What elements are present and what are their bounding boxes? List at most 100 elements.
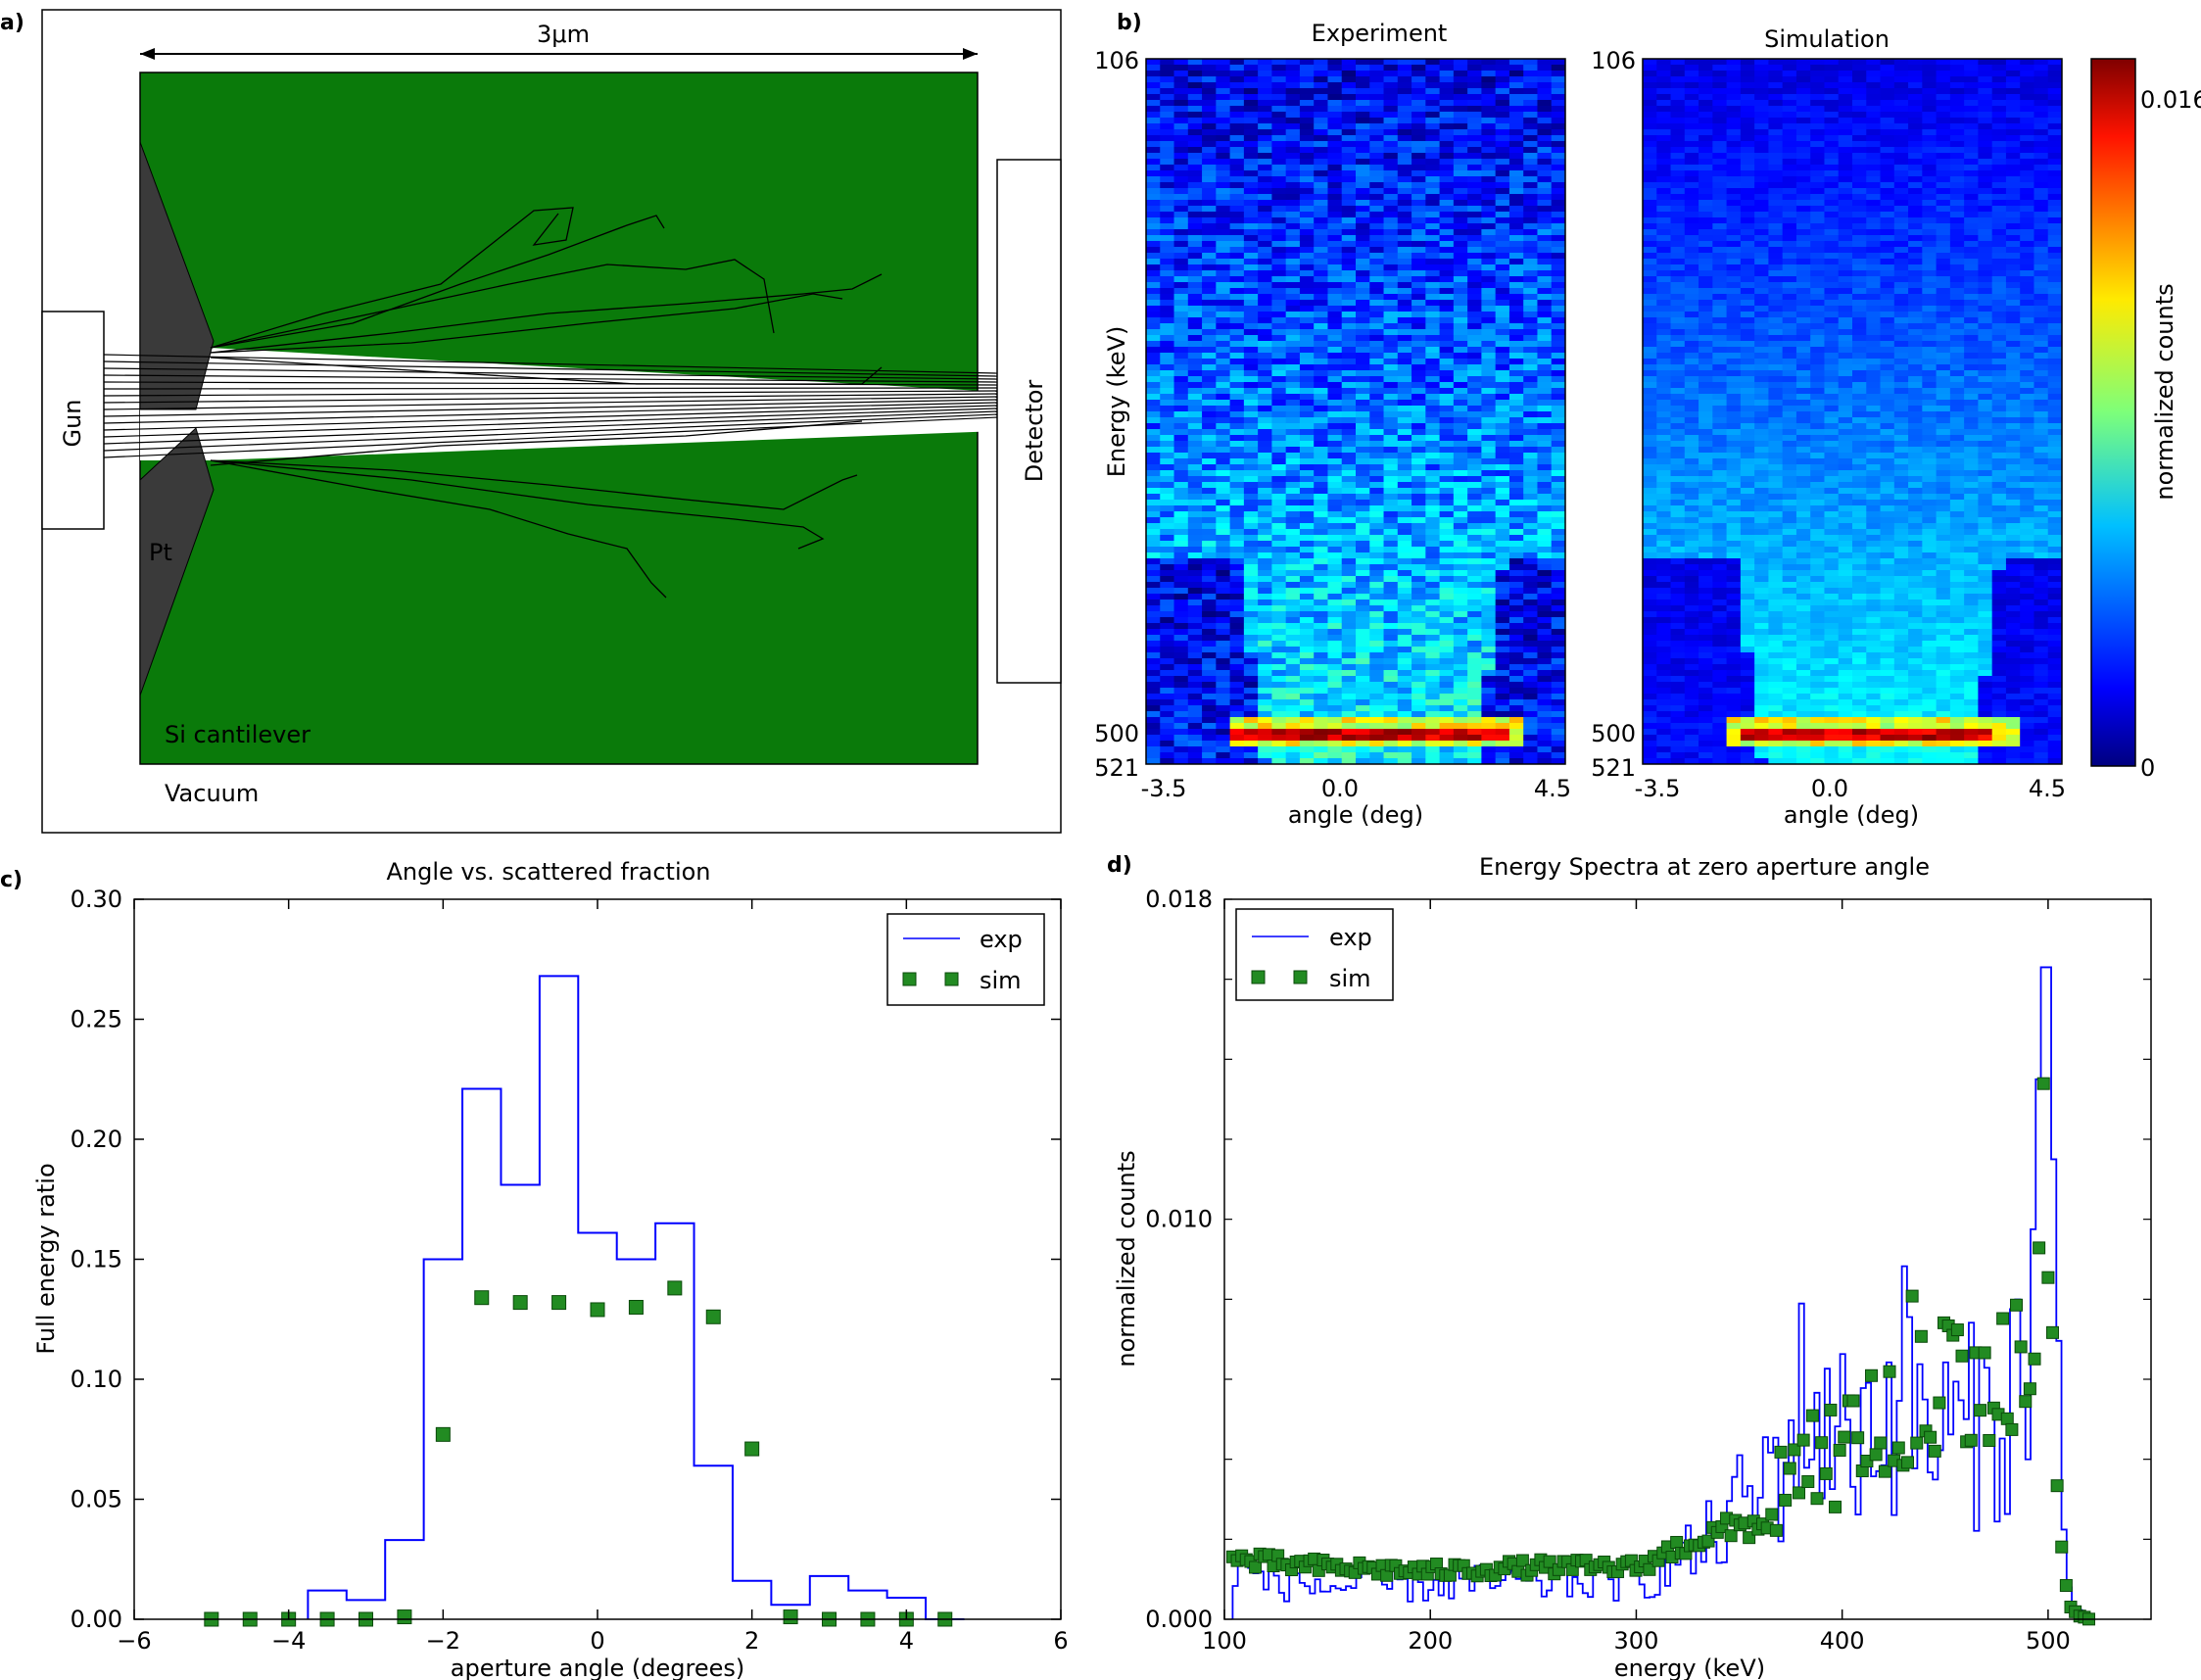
heatmap-cell <box>1397 411 1412 418</box>
heatmap-cell <box>1425 535 1441 542</box>
heatmap-cell <box>1369 382 1385 389</box>
heatmap-cell <box>1383 206 1399 213</box>
heatmap-cell <box>1299 229 1315 236</box>
heatmap-cell <box>1229 123 1245 130</box>
heatmap-cell <box>1229 752 1245 759</box>
heatmap-cell <box>1173 635 1189 642</box>
heatmap-cell <box>1936 112 1951 119</box>
heatmap-cell <box>1271 323 1287 330</box>
heatmap-cell <box>1740 206 1755 213</box>
heatmap-cell <box>1495 106 1510 113</box>
heatmap-cell <box>1551 505 1566 512</box>
heatmap-cell <box>1439 229 1455 236</box>
heatmap-cell <box>1740 294 1755 301</box>
heatmap-cell <box>1425 441 1441 448</box>
heatmap-cell <box>1146 88 1161 95</box>
heatmap-cell <box>1880 159 1895 166</box>
heatmap-cell <box>1229 347 1245 354</box>
heatmap-cell <box>1397 699 1412 706</box>
heatmap-cell <box>1173 517 1189 524</box>
heatmap-cell <box>1453 417 1468 424</box>
heatmap-cell <box>1356 494 1370 501</box>
heatmap-cell <box>1356 629 1370 636</box>
heatmap-cell <box>2020 264 2034 271</box>
heatmap-cell <box>1551 247 1566 254</box>
heatmap-cell <box>1964 159 1979 166</box>
heatmap-cell <box>1369 558 1385 565</box>
heatmap-cell <box>1285 635 1301 642</box>
heatmap-cell <box>1467 517 1482 524</box>
heatmap-cell <box>1412 517 1426 524</box>
heatmap-cell <box>1425 335 1441 342</box>
heatmap-cell <box>1508 241 1524 248</box>
heatmap-cell <box>1173 682 1189 689</box>
heatmap-cell <box>1768 170 1784 177</box>
heatmap-cell <box>1216 406 1231 412</box>
heatmap-cell <box>1341 552 1357 559</box>
heatmap-cell <box>1412 76 1426 83</box>
heatmap-cell <box>1202 564 1217 571</box>
heatmap-cell <box>1949 282 1965 289</box>
panel-a-letter: a) <box>0 11 24 35</box>
heatmap-cell <box>1160 217 1175 224</box>
heatmap-cell <box>2005 300 2021 307</box>
heatmap-cell <box>1397 523 1412 530</box>
heatmap-cell <box>1202 517 1217 524</box>
heatmap-cell <box>1216 447 1231 454</box>
heatmap-cell <box>1467 488 1482 495</box>
heatmap-cell <box>1726 306 1742 312</box>
vacuum-label: Vacuum <box>165 780 259 807</box>
heatmap-cell <box>1768 259 1784 265</box>
heatmap-cell <box>1356 212 1370 218</box>
heatmap-cell <box>1880 312 1895 318</box>
heatmap-cell <box>1216 276 1231 283</box>
heatmap-cell <box>1754 306 1769 312</box>
heatmap-cell <box>1243 200 1259 207</box>
heatmap-cell <box>1551 746 1566 753</box>
heatmap-cell <box>1412 723 1426 730</box>
heatmap-cell <box>1271 341 1287 348</box>
heatmap-cell <box>1523 582 1538 589</box>
heatmap-cell <box>2020 176 2034 183</box>
heatmap-cell <box>1425 723 1441 730</box>
heatmap-cell <box>1852 71 1867 77</box>
panel-b-letter: b) <box>1117 11 1142 35</box>
heatmap-cell <box>1453 411 1468 418</box>
heatmap-cell <box>1838 94 1853 101</box>
heatmap-cell <box>1341 735 1357 742</box>
heatmap-cell <box>1369 364 1385 371</box>
heatmap-cell <box>1810 59 1825 66</box>
heatmap-cell <box>1495 699 1510 706</box>
heatmap-cell <box>1356 535 1370 542</box>
heatmap-cell <box>1314 694 1328 700</box>
heatmap-cell <box>1327 282 1343 289</box>
heatmap-cell <box>1768 306 1784 312</box>
heatmap-cell <box>1425 623 1441 630</box>
heatmap-cell <box>1327 688 1343 695</box>
heatmap-cell <box>1271 76 1287 83</box>
heatmap-cell <box>1852 188 1867 195</box>
heatmap-cell <box>1523 746 1538 753</box>
heatmap-cell <box>1146 253 1161 260</box>
heatmap-cell <box>1712 288 1728 295</box>
heatmap-cell <box>1439 370 1455 377</box>
heatmap-cell <box>1893 71 1909 77</box>
heatmap-cell <box>1216 223 1231 230</box>
beam-path <box>103 367 998 380</box>
heatmap-cell <box>1299 435 1315 442</box>
heatmap-cell <box>1369 323 1385 330</box>
heatmap-cell <box>1754 76 1769 83</box>
heatmap-cell <box>1146 582 1161 589</box>
heatmap-cell <box>1978 188 1993 195</box>
heatmap-cell <box>1656 294 1672 301</box>
heatmap-cell <box>1740 194 1755 201</box>
heatmap-cell <box>1285 723 1301 730</box>
heatmap-cell <box>1285 623 1301 630</box>
heatmap-cell <box>1425 729 1441 736</box>
heatmap-cell <box>1341 118 1357 124</box>
heatmap-cell <box>1243 676 1259 683</box>
heatmap-cell <box>1341 165 1357 171</box>
heatmap-cell <box>1258 617 1272 624</box>
heatmap-cell <box>1383 294 1399 301</box>
heatmap-cell <box>1160 558 1175 565</box>
